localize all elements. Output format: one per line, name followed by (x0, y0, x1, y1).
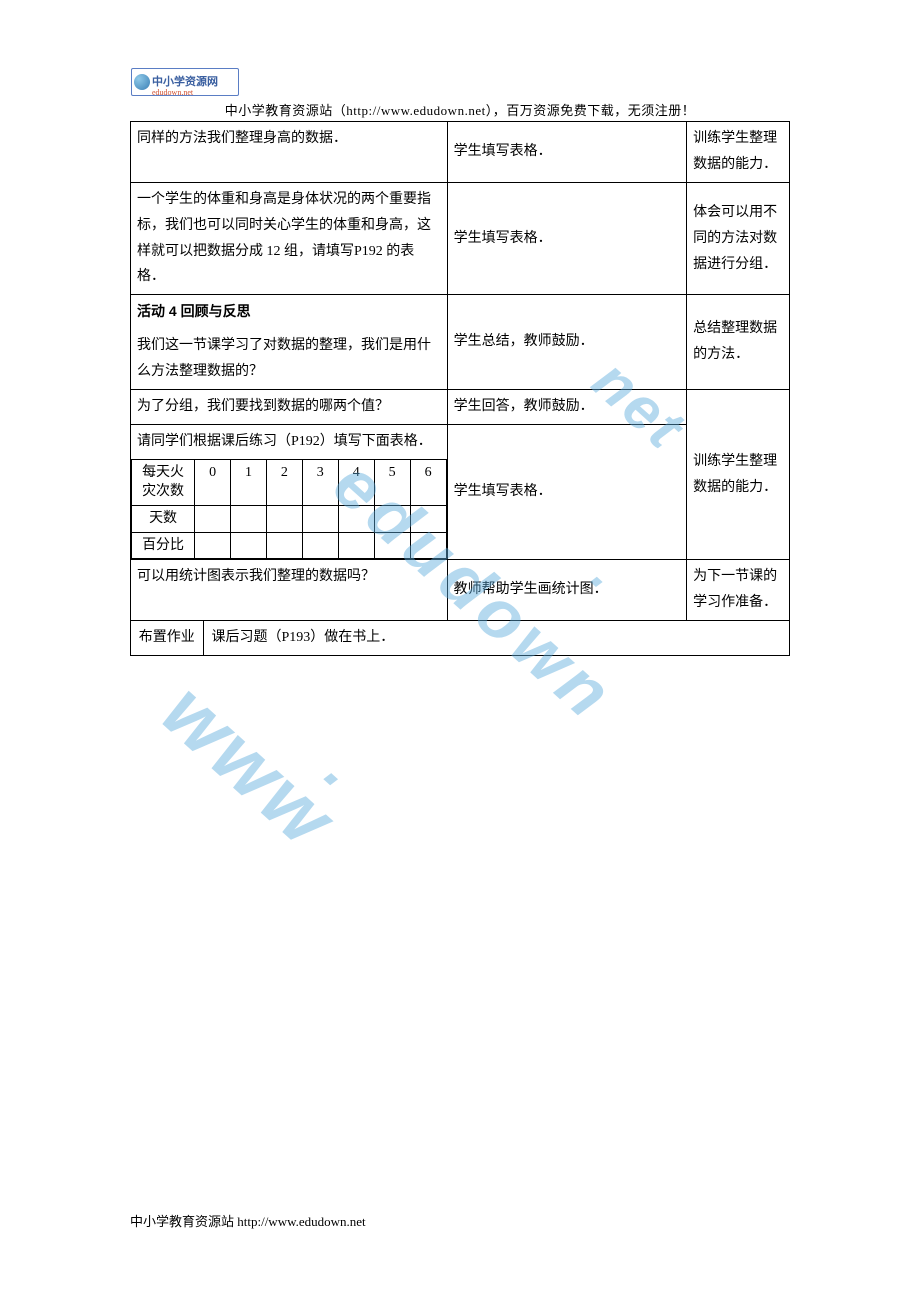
student-cell: 学生总结，教师鼓励． (447, 295, 687, 390)
inner-row-label: 百分比 (132, 532, 195, 559)
activity-4-title: 活动 4 回顾与反思 (131, 295, 447, 329)
student-cell: 学生填写表格． (447, 182, 687, 295)
logo-title: 中小学资源网 (152, 77, 218, 88)
watermark-dot: . (312, 734, 376, 802)
activity-cell: 同样的方法我们整理身高的数据． (131, 122, 448, 183)
inner-empty-cell (266, 532, 302, 559)
inner-empty-cell (374, 505, 410, 532)
purpose-cell: 训练学生整理数据的能力． (687, 390, 790, 560)
purpose-cell: 训练学生整理数据的能力． (687, 122, 790, 183)
inner-empty-cell (195, 532, 231, 559)
student-cell: 学生填写表格． (447, 424, 687, 559)
activity-cell: 可以用统计图表示我们整理的数据吗？ (131, 560, 448, 621)
inner-empty-cell (338, 505, 374, 532)
homework-row: 布置作业课后习题（P193）做在书上． (131, 620, 790, 655)
student-cell: 学生填写表格． (447, 122, 687, 183)
page-header: 中小学教育资源站（http://www.edudown.net），百万资源免费下… (130, 100, 790, 119)
homework-label: 布置作业 (131, 621, 203, 655)
activity-cell: 活动 4 回顾与反思 我们这一节课学习了对数据的整理，我们是用什么方法整理数据的… (131, 295, 448, 390)
inner-col-2: 2 (266, 459, 302, 505)
inner-row-label: 每天火灾次数 (132, 459, 195, 505)
activity-cell-with-table: 请同学们根据课后练习（P192）填写下面表格． 每天火灾次数 0 1 2 3 4… (131, 424, 448, 559)
logo-subtitle: edudown.net (152, 88, 193, 97)
globe-icon (134, 74, 150, 90)
inner-col-5: 5 (374, 459, 410, 505)
page-footer: 中小学教育资源站 http://www.edudown.net (130, 1211, 366, 1230)
table-intro-text: 请同学们根据课后练习（P192）填写下面表格． (131, 425, 447, 457)
inner-col-3: 3 (302, 459, 338, 505)
purpose-cell: 体会可以用不同的方法对数据进行分组． (687, 182, 790, 295)
inner-empty-cell (231, 505, 267, 532)
inner-col-0: 0 (195, 459, 231, 505)
inner-empty-cell (195, 505, 231, 532)
inner-empty-cell (410, 505, 446, 532)
homework-content: 课后习题（P193）做在书上． (203, 621, 789, 655)
inner-row-label: 天数 (132, 505, 195, 532)
purpose-cell: 为下一节课的学习作准备． (687, 560, 790, 621)
inner-empty-cell (266, 505, 302, 532)
page-content: 中小学资源网 edudown.net 中小学教育资源站（http://www.e… (0, 0, 920, 696)
lesson-table: 同样的方法我们整理身高的数据． 学生填写表格． 训练学生整理数据的能力． 一个学… (130, 121, 790, 656)
inner-empty-cell (410, 532, 446, 559)
activity-cell: 为了分组，我们要找到数据的哪两个值？ (131, 390, 448, 425)
inner-col-4: 4 (338, 459, 374, 505)
inner-col-6: 6 (410, 459, 446, 505)
site-logo: 中小学资源网 edudown.net (131, 68, 239, 96)
fire-frequency-table: 每天火灾次数 0 1 2 3 4 5 6 天数 (131, 459, 447, 559)
inner-empty-cell (338, 532, 374, 559)
inner-empty-cell (302, 505, 338, 532)
inner-empty-cell (302, 532, 338, 559)
inner-empty-cell (231, 532, 267, 559)
activity-cell: 一个学生的体重和身高是身体状况的两个重要指标，我们也可以同时关心学生的体重和身高… (131, 182, 448, 295)
student-cell: 教师帮助学生画统计图． (447, 560, 687, 621)
inner-col-1: 1 (231, 459, 267, 505)
purpose-cell: 总结整理数据的方法． (687, 295, 790, 390)
student-cell: 学生回答，教师鼓励． (447, 390, 687, 425)
activity-text: 我们这一节课学习了对数据的整理，我们是用什么方法整理数据的？ (131, 329, 447, 389)
inner-empty-cell (374, 532, 410, 559)
